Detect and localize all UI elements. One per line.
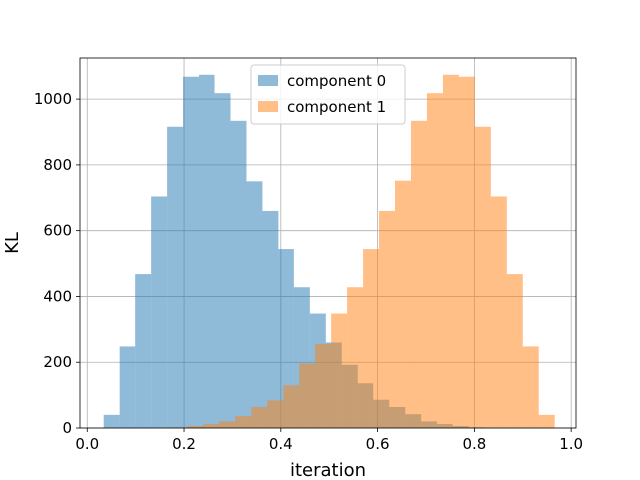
- x-axis-title: iteration: [290, 460, 366, 480]
- histogram-bar: [283, 385, 300, 428]
- histogram-bar: [183, 76, 200, 428]
- histogram-bar: [235, 416, 252, 428]
- series-1-bars: [171, 74, 555, 429]
- histogram-bar: [251, 406, 268, 428]
- y-tick-label: 400: [43, 287, 72, 305]
- x-tick-label: 0.8: [462, 435, 486, 453]
- legend-swatch: [258, 101, 278, 112]
- histogram-bar: [442, 74, 459, 429]
- histogram-bar: [119, 346, 136, 428]
- histogram-bar: [506, 274, 523, 428]
- x-tick-label: 0.6: [366, 435, 390, 453]
- histogram-bar: [522, 346, 539, 428]
- legend-label: component 0: [287, 72, 386, 90]
- histogram-bar: [187, 426, 204, 428]
- histogram-bar: [267, 400, 284, 428]
- histogram-bar: [458, 76, 475, 428]
- x-tick-label: 0.2: [172, 435, 196, 453]
- histogram-bar: [426, 93, 443, 429]
- histogram-bar: [347, 287, 364, 428]
- histogram-bar: [230, 120, 247, 428]
- plot-frame: [79, 57, 577, 429]
- histogram-bar: [262, 210, 279, 428]
- histogram-bars: [103, 74, 555, 429]
- legend-swatch: [258, 75, 278, 86]
- histogram-bar: [490, 196, 507, 428]
- histogram-bar: [379, 210, 396, 428]
- y-tick-label: 800: [43, 156, 72, 174]
- legend: component 0 component 1: [250, 64, 406, 125]
- histogram-bar: [199, 74, 215, 429]
- histogram-bar: [103, 414, 120, 428]
- histogram-bar: [278, 249, 294, 428]
- histogram-bar: [214, 93, 231, 429]
- histogram-bar: [203, 424, 220, 428]
- histogram-bar: [363, 249, 380, 428]
- histogram-bar: [167, 126, 184, 428]
- histogram-bar: [246, 181, 263, 428]
- histogram-bar: [474, 126, 491, 428]
- legend-label: component 1: [287, 98, 386, 116]
- legend-box: [250, 64, 406, 125]
- axis-ticks: 0.0 0.2 0.4 0.6 0.8 1.0 0 200 400 600 800 1000: [34, 90, 583, 453]
- histogram-bar: [135, 274, 152, 428]
- histogram-bar: [395, 180, 411, 428]
- x-tick-label: 0.4: [269, 435, 293, 453]
- histogram-bar: [331, 313, 348, 428]
- y-tick-label: 1000: [34, 90, 72, 108]
- x-tick-label: 0.0: [75, 435, 99, 453]
- y-tick-label: 200: [43, 353, 72, 371]
- y-axis-title: KL: [2, 232, 23, 254]
- histogram-bar: [299, 363, 316, 428]
- histogram-bar: [538, 414, 555, 428]
- histogram-bar: [315, 343, 332, 428]
- y-tick-label: 0: [62, 419, 72, 437]
- histogram-bar: [219, 421, 236, 428]
- histogram-bar: [151, 196, 168, 428]
- histogram-bar: [410, 120, 427, 428]
- x-tick-label: 1.0: [559, 435, 583, 453]
- y-tick-label: 600: [43, 222, 72, 240]
